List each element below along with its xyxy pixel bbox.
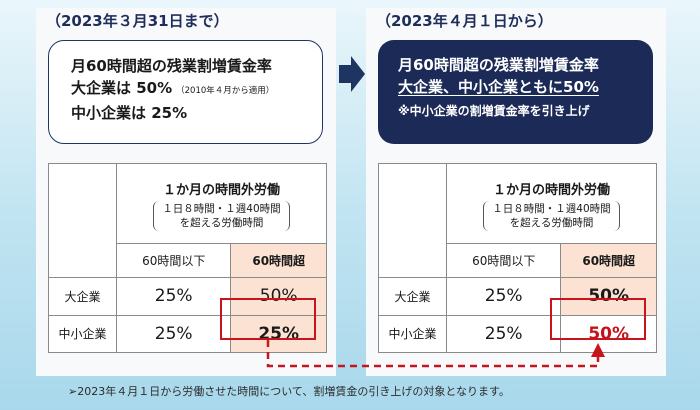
cell-sme-over: 25% <box>230 314 327 353</box>
summary-sme-rate: 中小企業は 25% <box>71 104 188 122</box>
header-title: １か月の時間外労働 <box>162 182 280 198</box>
panel-title-before: （2023年３月31日まで） <box>46 12 229 30</box>
cell-large-over: 50% <box>560 277 657 316</box>
rate-table-after: １か月の時間外労働 １日８時間・１週40時間 を超える労働時間 60時間以下 60… <box>378 163 657 353</box>
header-title: １か月の時間外労働 <box>492 182 610 198</box>
header-paren-line2: を超える労働時間 <box>179 216 264 229</box>
col-header-under-60: 60時間以下 <box>115 243 232 278</box>
summary-box-before: 月60時間超の残業割増賃金率 大企業は 50% （2010年４月から適用） 中小企… <box>48 40 323 144</box>
footnote: ➢2023年４月１日から労働させた時間について、割増賃金の引き上げの対象となりま… <box>68 385 510 398</box>
summary-large-rate: 大企業は 50% （2010年４月から適用） <box>71 77 322 102</box>
rate-table-before: １か月の時間外労働 １日８時間・１週40時間 を超える労働時間 60時間以下 60… <box>48 163 327 353</box>
summary-heading: 月60時間超の残業割増賃金率 <box>71 57 272 75</box>
cell-large-under: 25% <box>445 277 562 316</box>
cell-large-over: 50% <box>230 277 327 316</box>
arrow-right-icon <box>339 56 365 92</box>
summary-heading: 月60時間超の残業割増賃金率 <box>398 56 599 74</box>
cell-sme-over: 50% <box>560 314 657 353</box>
header-paren-line2: を超える労働時間 <box>509 216 594 229</box>
summary-large-text: 大企業は 50% <box>71 79 173 97</box>
header-paren-line1: １日８時間・１週40時間 <box>162 202 281 215</box>
table-header-main: １か月の時間外労働 １日８時間・１週40時間 を超える労働時間 <box>116 163 327 244</box>
summary-note: ※中小企業の割増賃金率を引き上げ <box>398 104 590 118</box>
summary-both-rate: 大企業、中小企業ともに50% <box>398 78 599 96</box>
table-corner <box>48 163 117 278</box>
col-header-over-60: 60時間超 <box>230 243 327 278</box>
col-header-under-60: 60時間以下 <box>445 243 562 278</box>
panel-before: （2023年３月31日まで） 月60時間超の残業割増賃金率 大企業は 50% （2… <box>36 8 336 376</box>
cell-large-under: 25% <box>115 277 232 316</box>
header-paren: １日８時間・１週40時間 を超える労働時間 <box>483 200 620 231</box>
panel-title-after: （2023年４月１日から） <box>376 12 553 30</box>
cell-sme-under: 25% <box>115 314 232 353</box>
col-header-over-60: 60時間超 <box>560 243 657 278</box>
panel-after: （2023年４月１日から） 月60時間超の残業割増賃金率 大企業、中小企業ともに… <box>366 8 666 376</box>
row-label-sme: 中小企業 <box>378 314 447 353</box>
header-paren: １日８時間・１週40時間 を超える労働時間 <box>153 200 290 231</box>
header-paren-line1: １日８時間・１週40時間 <box>492 202 611 215</box>
cell-sme-under: 25% <box>445 314 562 353</box>
summary-box-after: 月60時間超の残業割増賃金率 大企業、中小企業ともに50% ※中小企業の割増賃金… <box>378 40 653 144</box>
row-label-large: 大企業 <box>48 277 117 316</box>
table-header-main: １か月の時間外労働 １日８時間・１週40時間 を超える労働時間 <box>446 163 657 244</box>
row-label-large: 大企業 <box>378 277 447 316</box>
row-label-sme: 中小企業 <box>48 314 117 353</box>
summary-large-note: （2010年４月から適用） <box>176 86 275 96</box>
table-corner <box>378 163 447 278</box>
